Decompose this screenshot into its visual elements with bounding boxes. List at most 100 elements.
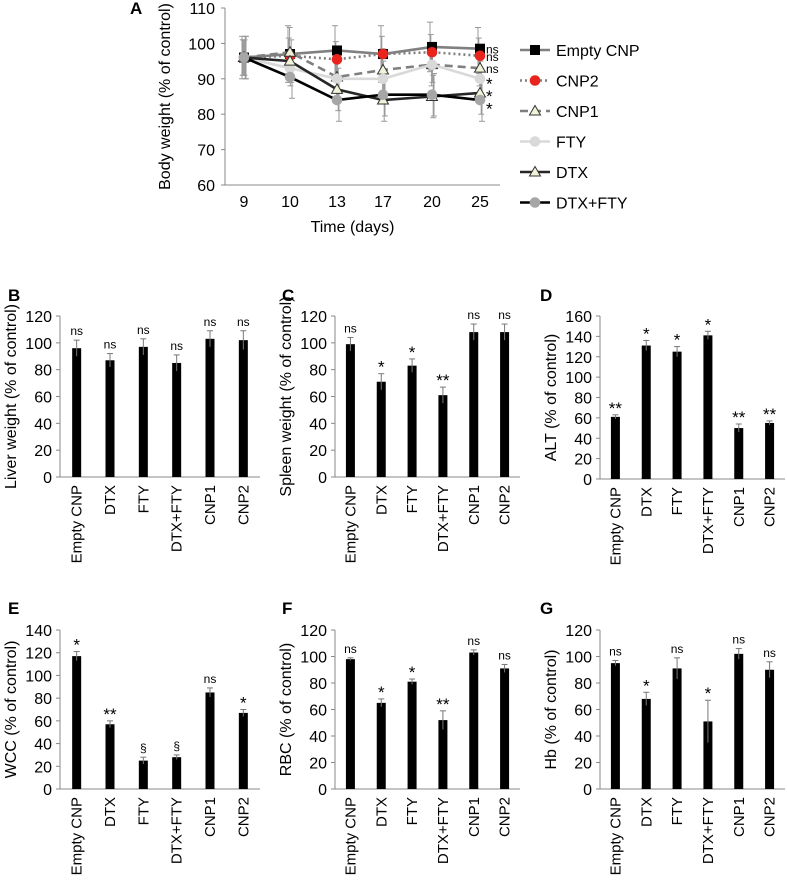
significance-label: § xyxy=(140,741,147,755)
x-tick-label: Empty CNP xyxy=(69,485,86,563)
marker-circle xyxy=(284,71,296,83)
x-tick-label: Empty CNP xyxy=(342,797,359,875)
y-tick-label: 20 xyxy=(574,452,592,469)
significance-label: ns xyxy=(237,315,250,329)
y-tick-label: 100 xyxy=(25,336,52,353)
significance-label: ns xyxy=(70,324,83,338)
x-tick-label: CNP2 xyxy=(235,797,252,837)
panel-label: G xyxy=(540,599,553,618)
y-tick-label: 60 xyxy=(574,703,592,720)
y-tick-label: 80 xyxy=(197,107,215,124)
marker-triangle xyxy=(528,165,542,177)
marker-circle xyxy=(426,46,438,58)
y-tick-label: 40 xyxy=(574,729,592,746)
legend-item: CNP1 xyxy=(520,104,599,121)
bar xyxy=(641,345,651,479)
y-tick-label: 0 xyxy=(318,782,327,799)
y-tick-label: 120 xyxy=(25,646,52,663)
legend-label: FTY xyxy=(556,135,587,152)
x-tick-label: Empty CNP xyxy=(69,797,86,875)
significance-label: ns xyxy=(344,321,357,335)
x-tick-label: DTX+FTY xyxy=(435,485,452,552)
x-tick-label: 13 xyxy=(328,194,346,211)
significance-label: * xyxy=(73,636,80,655)
marker-circle xyxy=(377,48,389,60)
bar xyxy=(672,668,682,789)
marker-circle xyxy=(529,75,541,86)
significance-label: ** xyxy=(609,399,623,418)
marker-circle xyxy=(377,73,389,85)
legend-item: DTX+FTY xyxy=(520,196,628,213)
bar xyxy=(469,652,479,789)
panel-d: D 0 20 40 60 80 100 120 140 160 ALT (% of control)… xyxy=(540,286,785,565)
x-tick-label: CNP1 xyxy=(731,487,748,527)
y-tick-label: 20 xyxy=(309,443,327,460)
y-tick-label: 80 xyxy=(574,676,592,693)
marker-triangle xyxy=(283,54,297,66)
series-line xyxy=(243,50,481,79)
y-tick-label: 20 xyxy=(309,756,327,773)
panel-g: G 0 20 40 60 80 100 120 Hb (% of control) ns Empty… xyxy=(540,599,785,875)
y-tick-label: 20 xyxy=(34,759,52,776)
x-tick-label: DTX+FTY xyxy=(435,797,452,864)
y-tick-label: 80 xyxy=(34,363,52,380)
y-tick-label: 140 xyxy=(25,623,52,640)
y-tick-label: 120 xyxy=(300,623,327,640)
y-tick-label: 0 xyxy=(583,782,592,799)
legend-label: CNP2 xyxy=(556,74,599,91)
y-tick-label: 100 xyxy=(565,370,592,387)
x-tick-label: FTY xyxy=(404,485,421,513)
y-axis-label: Spleen weight (% of control) xyxy=(278,296,295,496)
bar xyxy=(438,395,448,477)
significance-label: * xyxy=(486,99,493,118)
marker-circle xyxy=(474,50,486,62)
y-tick-label: 60 xyxy=(34,714,52,731)
bar xyxy=(72,656,82,789)
y-axis-label: Hb (% of control) xyxy=(543,649,560,769)
x-tick-label: CNP1 xyxy=(202,485,219,525)
y-tick-label: 40 xyxy=(34,737,52,754)
x-tick-label: FTY xyxy=(669,797,686,825)
x-tick-label: CNP2 xyxy=(235,485,252,525)
legend-item: Empty CNP xyxy=(520,43,640,60)
x-tick-label: DTX xyxy=(638,797,655,827)
bar xyxy=(734,428,744,479)
significance-label: * xyxy=(486,87,493,106)
significance-label: * xyxy=(409,343,416,362)
y-tick-label: 80 xyxy=(309,676,327,693)
y-tick-label: 100 xyxy=(300,650,327,667)
bar xyxy=(345,659,355,789)
legend-item: CNP2 xyxy=(520,74,599,91)
bar xyxy=(407,681,417,789)
x-tick-label: DTX xyxy=(373,485,390,515)
y-tick-label: 60 xyxy=(197,178,215,195)
marker-triangle xyxy=(330,82,344,94)
significance-label: ns xyxy=(204,315,217,329)
y-tick-label: 40 xyxy=(309,729,327,746)
marker-circle xyxy=(529,136,541,147)
y-tick-label: 20 xyxy=(34,443,52,460)
significance-label: ** xyxy=(103,705,117,724)
x-tick-label: 9 xyxy=(240,194,249,211)
x-tick-label: CNP1 xyxy=(731,797,748,837)
significance-label: ns xyxy=(486,50,499,64)
bar xyxy=(407,365,417,477)
bar xyxy=(500,668,510,789)
significance-label: ns xyxy=(467,634,480,648)
y-tick-label: 140 xyxy=(565,329,592,346)
x-tick-label: CNP1 xyxy=(466,797,483,837)
significance-label: * xyxy=(705,315,712,334)
series-line xyxy=(243,56,481,102)
bar xyxy=(500,332,510,477)
significance-label: ns xyxy=(609,644,622,658)
y-tick-label: 0 xyxy=(43,782,52,799)
marker-triangle xyxy=(473,61,487,73)
significance-label: ** xyxy=(436,695,450,714)
significance-label: * xyxy=(643,324,650,343)
x-tick-label: CNP1 xyxy=(466,485,483,525)
y-tick-label: 120 xyxy=(25,309,52,326)
significance-label: * xyxy=(378,358,385,377)
panel-f: F 0 20 40 60 80 100 120 RBC (% of control) ns Empt… xyxy=(278,599,520,875)
x-tick-label: Empty CNP xyxy=(607,797,624,875)
bar xyxy=(703,721,713,789)
